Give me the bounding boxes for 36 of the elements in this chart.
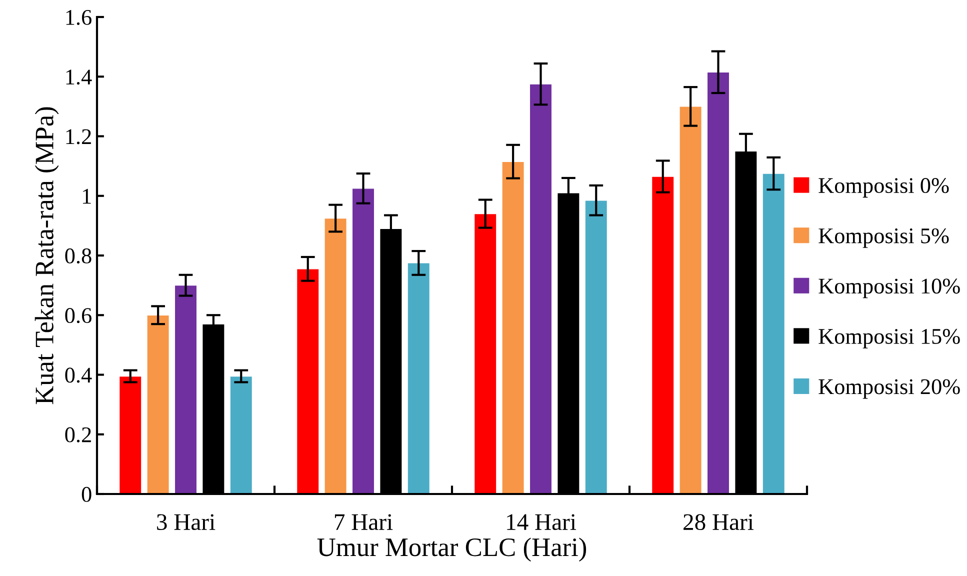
- bar: [584, 200, 608, 494]
- x-axis-title: Umur Mortar CLC (Hari): [317, 538, 586, 562]
- legend-label: Komposisi 10%: [818, 278, 960, 298]
- x-tick-label: 7 Hari: [334, 514, 393, 530]
- y-tick-label: 0: [82, 486, 92, 502]
- bar: [679, 106, 702, 494]
- y-tick-label: 1.6: [66, 10, 92, 26]
- y-tick-label: 0.4: [65, 368, 92, 383]
- y-tick-label: 1.2: [66, 129, 91, 144]
- legend-label: Komposisi 0%: [818, 178, 949, 198]
- y-tick-label: 0.2: [65, 427, 91, 442]
- x-tick-label: 14 Hari: [507, 514, 576, 530]
- y-tick-label: 0.6: [65, 308, 92, 324]
- bar: [174, 284, 198, 494]
- y-tick-label: 1: [82, 188, 91, 204]
- y-tick-label: 1.4: [66, 70, 92, 85]
- bar: [118, 376, 142, 494]
- bar: [474, 213, 497, 494]
- bar: [407, 262, 430, 494]
- bar: [230, 376, 253, 494]
- bar: [651, 176, 674, 494]
- bar: [529, 84, 552, 494]
- bar: [324, 218, 347, 494]
- x-tick-label: 28 Hari: [684, 514, 754, 530]
- bar: [146, 314, 170, 494]
- legend-label: Komposisi 15%: [818, 328, 960, 348]
- bar: [296, 268, 320, 494]
- bar: [706, 72, 730, 494]
- legend-label: Komposisi 20%: [818, 379, 960, 399]
- bar: [762, 173, 786, 494]
- y-axis-title: Kuat Tekan Rata-rata (MPa): [34, 107, 59, 404]
- bar: [352, 188, 375, 494]
- y-tick-label: 0.8: [65, 248, 92, 264]
- x-tick-label: 3 Hari: [157, 514, 216, 530]
- bar: [502, 161, 524, 494]
- legend-label: Komposisi 5%: [818, 228, 949, 248]
